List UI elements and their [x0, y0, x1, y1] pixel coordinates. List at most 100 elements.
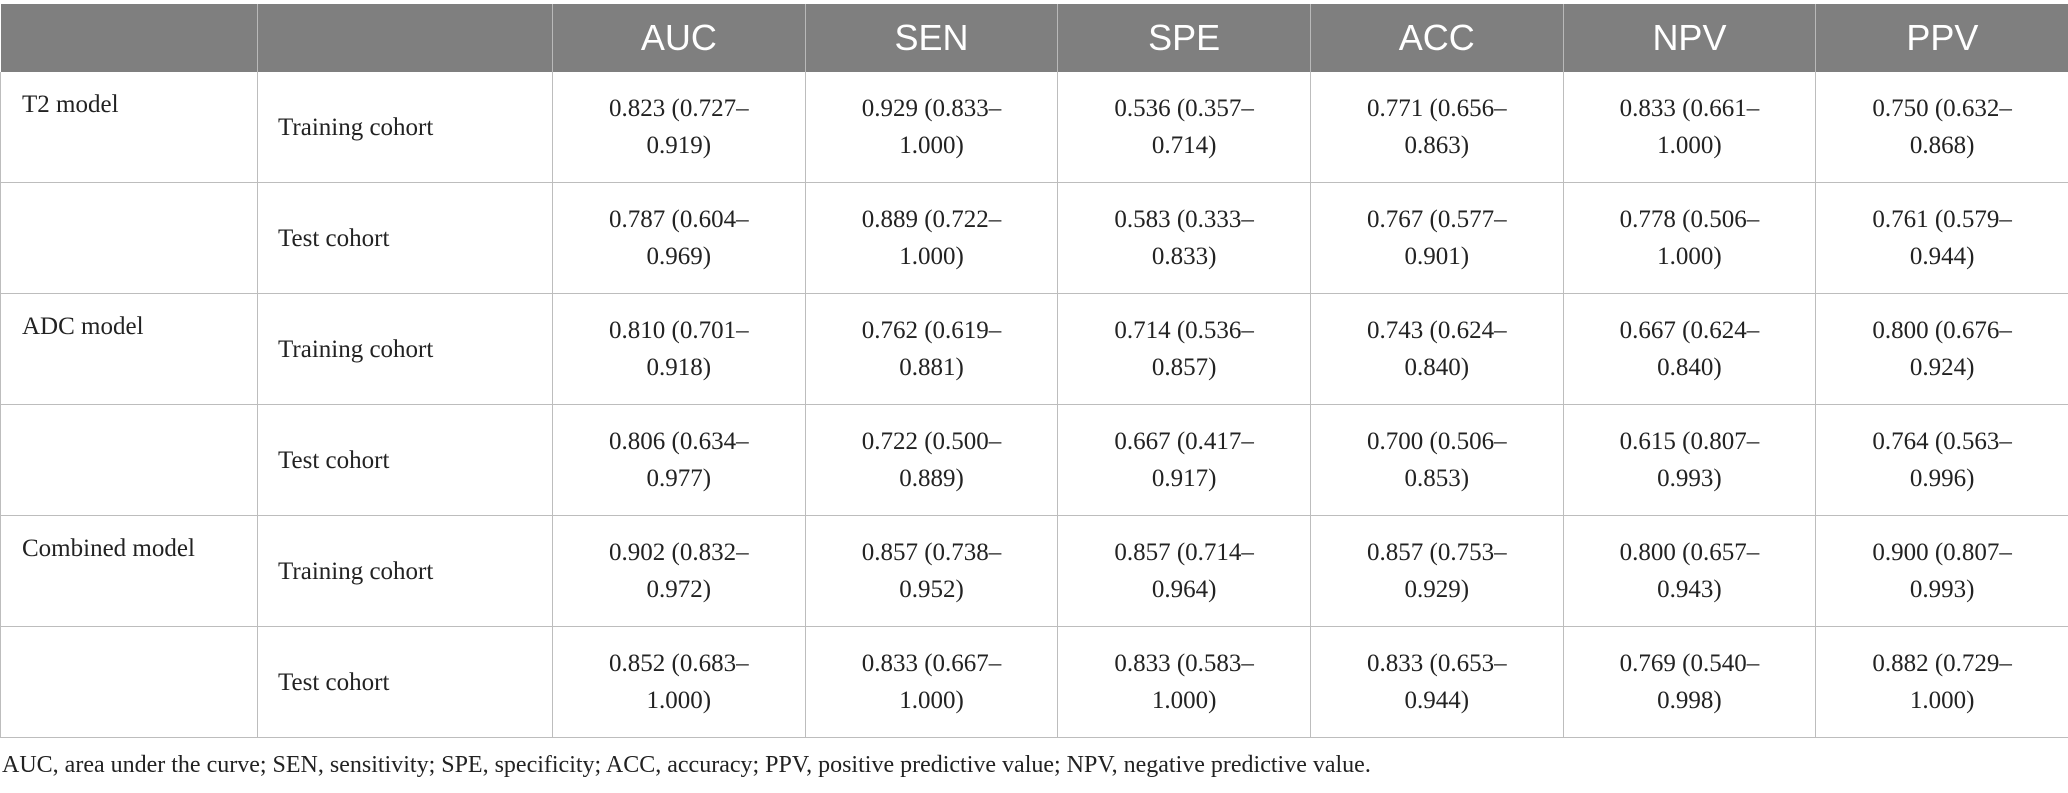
cell-value: 0.714 (0.536–0.857) [1114, 317, 1254, 381]
auc-cell: 0.852 (0.683–1.000) [552, 626, 806, 738]
cell-value: 0.857 (0.714–0.964) [1114, 539, 1254, 603]
table-header: AUC SEN SPE ACC NPV PPV [0, 4, 2068, 72]
npv-cell: 0.769 (0.540–0.998) [1563, 626, 1817, 738]
cell-value: 0.800 (0.676–0.924) [1872, 317, 2012, 381]
acc-cell: 0.833 (0.653–0.944) [1310, 626, 1564, 738]
results-table: AUC SEN SPE ACC NPV PPV T2 model Trainin… [0, 4, 2068, 738]
table-row: Combined model Training cohort 0.902 (0.… [0, 515, 2068, 627]
header-row: AUC SEN SPE ACC NPV PPV [0, 4, 2068, 72]
auc-cell: 0.902 (0.832–0.972) [552, 515, 806, 627]
cell-value: 0.806 (0.634–0.977) [609, 428, 749, 492]
sen-cell: 0.857 (0.738–0.952) [805, 515, 1059, 627]
cell-value: 0.800 (0.657–0.943) [1619, 539, 1760, 603]
cell-value: 0.743 (0.624–0.840) [1367, 317, 1507, 381]
cell-value: 0.833 (0.661–1.000) [1619, 95, 1760, 159]
table-row: ADC model Training cohort 0.810 (0.701–0… [0, 293, 2068, 405]
cell-value: 0.762 (0.619–0.881) [861, 317, 1002, 381]
auc-cell: 0.806 (0.634–0.977) [552, 404, 806, 516]
cell-value: 0.852 (0.683–1.000) [609, 650, 749, 714]
ppv-cell: 0.764 (0.563–0.996) [1815, 404, 2068, 516]
cell-value: 0.750 (0.632–0.868) [1872, 95, 2012, 159]
model-cell [0, 182, 258, 294]
cohort-cell: Test cohort [257, 626, 553, 738]
sen-cell: 0.889 (0.722–1.000) [805, 182, 1059, 294]
acc-cell: 0.857 (0.753–0.929) [1310, 515, 1564, 627]
header-cell-spe: SPE [1057, 4, 1311, 72]
table-row: Test cohort 0.852 (0.683–1.000) 0.833 (0… [0, 626, 2068, 738]
cell-value: 0.823 (0.727–0.919) [609, 95, 749, 159]
cell-value: 0.889 (0.722–1.000) [861, 206, 1002, 270]
model-cell: T2 model [0, 72, 258, 183]
cohort-cell: Training cohort [257, 515, 553, 627]
cell-value: 0.700 (0.506–0.853) [1367, 428, 1507, 492]
acc-cell: 0.767 (0.577–0.901) [1310, 182, 1564, 294]
spe-cell: 0.857 (0.714–0.964) [1057, 515, 1311, 627]
cell-value: 0.667 (0.417–0.917) [1114, 428, 1254, 492]
ppv-cell: 0.750 (0.632–0.868) [1815, 72, 2068, 183]
cohort-cell: Test cohort [257, 182, 553, 294]
spe-cell: 0.583 (0.333–0.833) [1057, 182, 1311, 294]
sen-cell: 0.929 (0.833–1.000) [805, 72, 1059, 183]
cell-value: 0.902 (0.832–0.972) [609, 539, 749, 603]
ppv-cell: 0.900 (0.807–0.993) [1815, 515, 2068, 627]
model-cell: ADC model [0, 293, 258, 405]
header-cell-ppv: PPV [1815, 4, 2068, 72]
cell-value: 0.833 (0.653–0.944) [1367, 650, 1507, 714]
ppv-cell: 0.882 (0.729–1.000) [1815, 626, 2068, 738]
acc-cell: 0.743 (0.624–0.840) [1310, 293, 1564, 405]
auc-cell: 0.823 (0.727–0.919) [552, 72, 806, 183]
acc-cell: 0.700 (0.506–0.853) [1310, 404, 1564, 516]
header-cell-auc: AUC [552, 4, 806, 72]
model-cell [0, 626, 258, 738]
cell-value: 0.833 (0.667–1.000) [861, 650, 1002, 714]
cell-value: 0.787 (0.604–0.969) [609, 206, 749, 270]
cell-value: 0.536 (0.357–0.714) [1114, 95, 1254, 159]
table-body: T2 model Training cohort 0.823 (0.727–0.… [0, 72, 2068, 738]
cell-value: 0.900 (0.807–0.993) [1872, 539, 2012, 603]
spe-cell: 0.667 (0.417–0.917) [1057, 404, 1311, 516]
table-row: T2 model Training cohort 0.823 (0.727–0.… [0, 72, 2068, 183]
sen-cell: 0.833 (0.667–1.000) [805, 626, 1059, 738]
cell-value: 0.667 (0.624–0.840) [1619, 317, 1760, 381]
spe-cell: 0.714 (0.536–0.857) [1057, 293, 1311, 405]
cell-value: 0.583 (0.333–0.833) [1114, 206, 1254, 270]
auc-cell: 0.810 (0.701–0.918) [552, 293, 806, 405]
cell-value: 0.722 (0.500–0.889) [861, 428, 1002, 492]
cohort-cell: Training cohort [257, 293, 553, 405]
auc-cell: 0.787 (0.604–0.969) [552, 182, 806, 294]
sen-cell: 0.762 (0.619–0.881) [805, 293, 1059, 405]
cohort-cell: Training cohort [257, 72, 553, 183]
spe-cell: 0.833 (0.583–1.000) [1057, 626, 1311, 738]
model-cell [0, 404, 258, 516]
cell-value: 0.929 (0.833–1.000) [861, 95, 1002, 159]
model-cell: Combined model [0, 515, 258, 627]
cell-value: 0.771 (0.656–0.863) [1367, 95, 1507, 159]
cohort-cell: Test cohort [257, 404, 553, 516]
header-cell-model [0, 4, 258, 72]
npv-cell: 0.833 (0.661–1.000) [1563, 72, 1817, 183]
acc-cell: 0.771 (0.656–0.863) [1310, 72, 1564, 183]
cell-value: 0.615 (0.807–0.993) [1619, 428, 1760, 492]
cell-value: 0.882 (0.729–1.000) [1872, 650, 2012, 714]
cell-value: 0.810 (0.701–0.918) [609, 317, 749, 381]
cell-value: 0.857 (0.753–0.929) [1367, 539, 1507, 603]
cell-value: 0.764 (0.563–0.996) [1872, 428, 2012, 492]
spe-cell: 0.536 (0.357–0.714) [1057, 72, 1311, 183]
table-row: Test cohort 0.806 (0.634–0.977) 0.722 (0… [0, 404, 2068, 516]
header-cell-cohort [257, 4, 553, 72]
ppv-cell: 0.761 (0.579–0.944) [1815, 182, 2068, 294]
header-cell-npv: NPV [1563, 4, 1817, 72]
header-cell-acc: ACC [1310, 4, 1564, 72]
npv-cell: 0.667 (0.624–0.840) [1563, 293, 1817, 405]
header-cell-sen: SEN [805, 4, 1059, 72]
npv-cell: 0.778 (0.506–1.000) [1563, 182, 1817, 294]
cell-value: 0.857 (0.738–0.952) [861, 539, 1002, 603]
cell-value: 0.761 (0.579–0.944) [1872, 206, 2012, 270]
cell-value: 0.769 (0.540–0.998) [1619, 650, 1760, 714]
npv-cell: 0.615 (0.807–0.993) [1563, 404, 1817, 516]
table-footnote: AUC, area under the curve; SEN, sensitiv… [2, 752, 1371, 778]
sen-cell: 0.722 (0.500–0.889) [805, 404, 1059, 516]
cell-value: 0.778 (0.506–1.000) [1619, 206, 1760, 270]
table-row: Test cohort 0.787 (0.604–0.969) 0.889 (0… [0, 182, 2068, 294]
npv-cell: 0.800 (0.657–0.943) [1563, 515, 1817, 627]
